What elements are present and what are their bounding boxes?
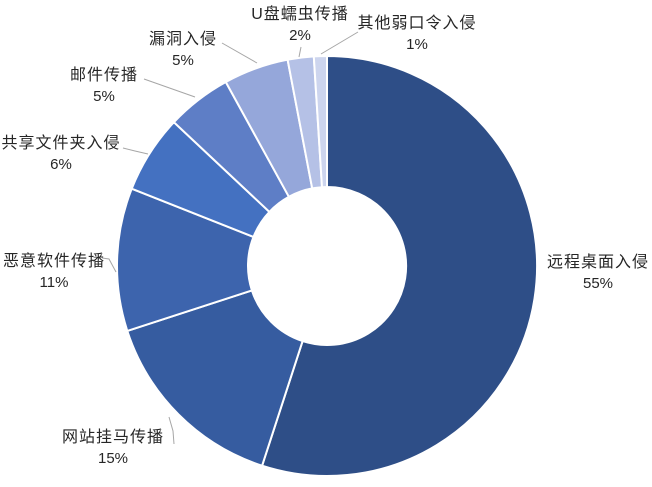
- leader-line-shared-folder-intrusion: [122, 147, 149, 155]
- donut-slice-website-trojan-spread: [126, 289, 304, 467]
- donut-slice-remote-desktop-intrusion: [261, 55, 539, 477]
- leader-line-email-spread: [143, 78, 196, 98]
- leader-line-malware-spread: [101, 257, 117, 273]
- leader-line-website-trojan-spread: [168, 416, 175, 445]
- leader-line-usb-worm-spread: [298, 46, 302, 58]
- leader-line-other-weak-password-intrusion: [320, 31, 359, 55]
- leader-line-vulnerability-intrusion: [221, 42, 258, 64]
- donut-slice-other-weak-password-intrusion: [312, 54, 328, 189]
